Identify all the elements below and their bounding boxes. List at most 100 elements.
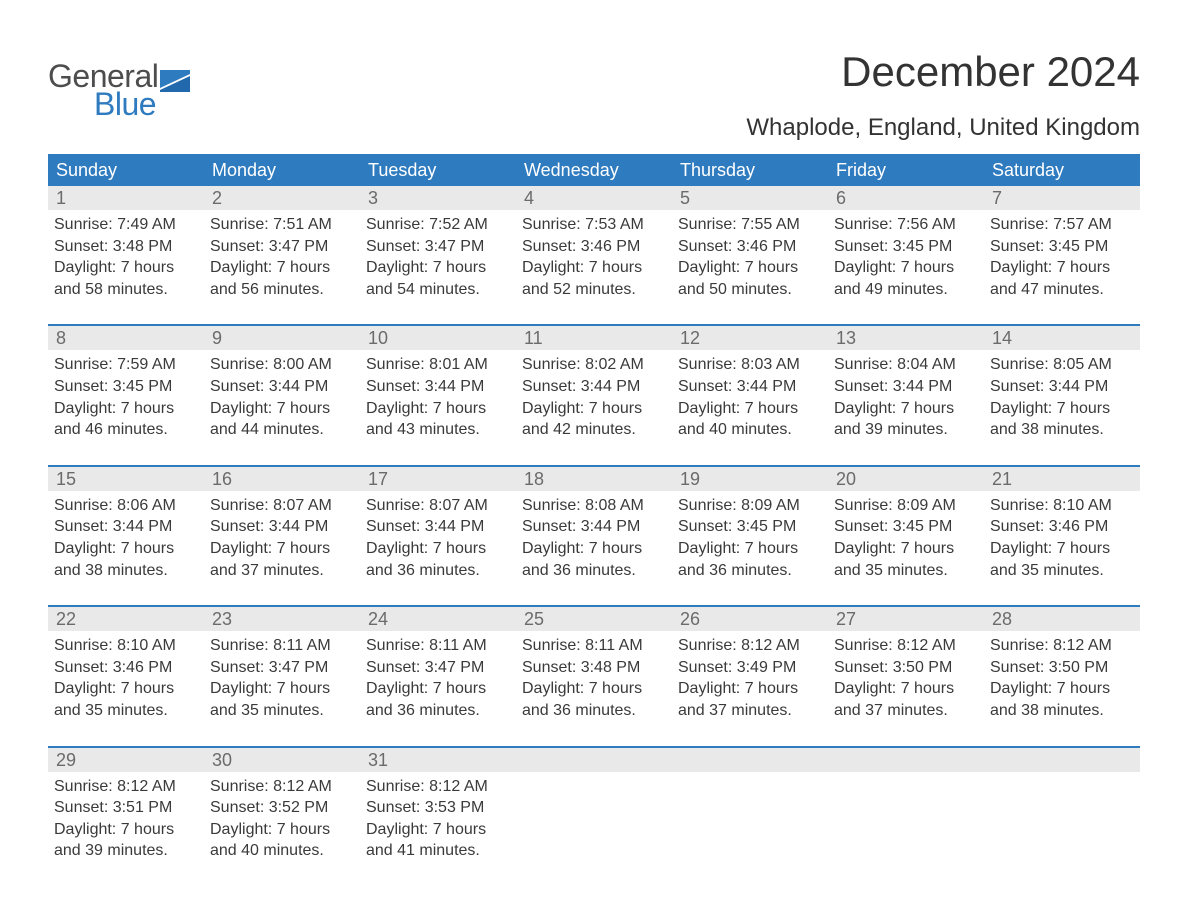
- calendar-day: .: [672, 748, 828, 868]
- dow-thursday: Thursday: [672, 154, 828, 186]
- day-details: Sunrise: 8:12 AMSunset: 3:51 PMDaylight:…: [54, 772, 198, 862]
- sunset-line: Sunset: 3:44 PM: [522, 516, 666, 538]
- sunrise-line: Sunrise: 7:59 AM: [54, 354, 198, 376]
- calendar-day: 10Sunrise: 8:01 AMSunset: 3:44 PMDayligh…: [360, 326, 516, 446]
- sunrise-line: Sunrise: 8:10 AM: [54, 635, 198, 657]
- day-number: 28: [984, 607, 1140, 631]
- calendar-day: 3Sunrise: 7:52 AMSunset: 3:47 PMDaylight…: [360, 186, 516, 306]
- daylight-line-2: and 46 minutes.: [54, 419, 198, 441]
- sunrise-line: Sunrise: 8:07 AM: [210, 495, 354, 517]
- day-details: Sunrise: 8:05 AMSunset: 3:44 PMDaylight:…: [990, 350, 1134, 440]
- daylight-line-1: Daylight: 7 hours: [522, 678, 666, 700]
- sunset-line: Sunset: 3:50 PM: [990, 657, 1134, 679]
- flag-icon: [160, 70, 190, 92]
- daylight-line-1: Daylight: 7 hours: [54, 398, 198, 420]
- daylight-line-2: and 35 minutes.: [210, 700, 354, 722]
- daylight-line-2: and 36 minutes.: [522, 700, 666, 722]
- logo-text-blue: Blue: [94, 88, 190, 120]
- sunset-line: Sunset: 3:47 PM: [210, 236, 354, 258]
- dow-friday: Friday: [828, 154, 984, 186]
- sunset-line: Sunset: 3:49 PM: [678, 657, 822, 679]
- day-details: Sunrise: 8:03 AMSunset: 3:44 PMDaylight:…: [678, 350, 822, 440]
- day-number: 3: [360, 186, 516, 210]
- daylight-line-1: Daylight: 7 hours: [210, 678, 354, 700]
- calendar-day: 22Sunrise: 8:10 AMSunset: 3:46 PMDayligh…: [48, 607, 204, 727]
- day-number: 15: [48, 467, 204, 491]
- day-details: Sunrise: 8:09 AMSunset: 3:45 PMDaylight:…: [834, 491, 978, 581]
- daylight-line-2: and 37 minutes.: [834, 700, 978, 722]
- daylight-line-1: Daylight: 7 hours: [54, 538, 198, 560]
- daylight-line-1: Daylight: 7 hours: [522, 398, 666, 420]
- calendar-day: 9Sunrise: 8:00 AMSunset: 3:44 PMDaylight…: [204, 326, 360, 446]
- daylight-line-2: and 37 minutes.: [678, 700, 822, 722]
- day-number: 19: [672, 467, 828, 491]
- sunrise-line: Sunrise: 7:57 AM: [990, 214, 1134, 236]
- sunrise-line: Sunrise: 8:11 AM: [522, 635, 666, 657]
- daylight-line-2: and 36 minutes.: [366, 700, 510, 722]
- calendar-week: 1Sunrise: 7:49 AMSunset: 3:48 PMDaylight…: [48, 186, 1140, 306]
- sunrise-line: Sunrise: 7:55 AM: [678, 214, 822, 236]
- calendar-day: 30Sunrise: 8:12 AMSunset: 3:52 PMDayligh…: [204, 748, 360, 868]
- sunset-line: Sunset: 3:44 PM: [522, 376, 666, 398]
- calendar-week: 15Sunrise: 8:06 AMSunset: 3:44 PMDayligh…: [48, 465, 1140, 587]
- month-title: December 2024: [746, 48, 1140, 96]
- daylight-line-2: and 38 minutes.: [990, 700, 1134, 722]
- day-details: Sunrise: 8:12 AMSunset: 3:50 PMDaylight:…: [990, 631, 1134, 721]
- daylight-line-1: Daylight: 7 hours: [834, 257, 978, 279]
- day-details: Sunrise: 7:56 AMSunset: 3:45 PMDaylight:…: [834, 210, 978, 300]
- day-details: Sunrise: 8:00 AMSunset: 3:44 PMDaylight:…: [210, 350, 354, 440]
- sunrise-line: Sunrise: 8:12 AM: [990, 635, 1134, 657]
- daylight-line-2: and 52 minutes.: [522, 279, 666, 301]
- calendar-week: 29Sunrise: 8:12 AMSunset: 3:51 PMDayligh…: [48, 746, 1140, 868]
- day-number: 25: [516, 607, 672, 631]
- sunrise-line: Sunrise: 7:49 AM: [54, 214, 198, 236]
- day-number: 5: [672, 186, 828, 210]
- day-number: 9: [204, 326, 360, 350]
- sunrise-line: Sunrise: 8:10 AM: [990, 495, 1134, 517]
- daylight-line-2: and 54 minutes.: [366, 279, 510, 301]
- daylight-line-2: and 38 minutes.: [990, 419, 1134, 441]
- daylight-line-1: Daylight: 7 hours: [366, 538, 510, 560]
- sunset-line: Sunset: 3:48 PM: [54, 236, 198, 258]
- day-details: Sunrise: 8:11 AMSunset: 3:47 PMDaylight:…: [210, 631, 354, 721]
- day-number: 6: [828, 186, 984, 210]
- day-details: Sunrise: 7:51 AMSunset: 3:47 PMDaylight:…: [210, 210, 354, 300]
- daylight-line-2: and 49 minutes.: [834, 279, 978, 301]
- daylight-line-1: Daylight: 7 hours: [990, 398, 1134, 420]
- daylight-line-2: and 36 minutes.: [678, 560, 822, 582]
- sunrise-line: Sunrise: 8:12 AM: [366, 776, 510, 798]
- calendar-week: 8Sunrise: 7:59 AMSunset: 3:45 PMDaylight…: [48, 324, 1140, 446]
- calendar-day: .: [828, 748, 984, 868]
- day-number: 24: [360, 607, 516, 631]
- day-number: 18: [516, 467, 672, 491]
- dow-wednesday: Wednesday: [516, 154, 672, 186]
- calendar-day: 27Sunrise: 8:12 AMSunset: 3:50 PMDayligh…: [828, 607, 984, 727]
- sunset-line: Sunset: 3:47 PM: [366, 236, 510, 258]
- day-details: Sunrise: 8:11 AMSunset: 3:48 PMDaylight:…: [522, 631, 666, 721]
- sunset-line: Sunset: 3:50 PM: [834, 657, 978, 679]
- page: General Blue December 2024 Whaplode, Eng…: [0, 0, 1188, 908]
- daylight-line-1: Daylight: 7 hours: [210, 819, 354, 841]
- sunrise-line: Sunrise: 8:09 AM: [834, 495, 978, 517]
- calendar-day: 1Sunrise: 7:49 AMSunset: 3:48 PMDaylight…: [48, 186, 204, 306]
- calendar-day: .: [984, 748, 1140, 868]
- sunrise-line: Sunrise: 8:12 AM: [834, 635, 978, 657]
- sunrise-line: Sunrise: 8:11 AM: [210, 635, 354, 657]
- daylight-line-1: Daylight: 7 hours: [366, 257, 510, 279]
- daylight-line-1: Daylight: 7 hours: [522, 257, 666, 279]
- sunset-line: Sunset: 3:44 PM: [366, 516, 510, 538]
- sunset-line: Sunset: 3:44 PM: [210, 376, 354, 398]
- daylight-line-2: and 44 minutes.: [210, 419, 354, 441]
- dow-monday: Monday: [204, 154, 360, 186]
- sunset-line: Sunset: 3:48 PM: [522, 657, 666, 679]
- sunset-line: Sunset: 3:45 PM: [834, 236, 978, 258]
- daylight-line-2: and 40 minutes.: [210, 840, 354, 862]
- daylight-line-2: and 36 minutes.: [366, 560, 510, 582]
- day-number: 27: [828, 607, 984, 631]
- day-details: Sunrise: 7:57 AMSunset: 3:45 PMDaylight:…: [990, 210, 1134, 300]
- sunset-line: Sunset: 3:47 PM: [210, 657, 354, 679]
- daylight-line-2: and 39 minutes.: [54, 840, 198, 862]
- calendar-day: .: [516, 748, 672, 868]
- calendar-day: 5Sunrise: 7:55 AMSunset: 3:46 PMDaylight…: [672, 186, 828, 306]
- sunrise-line: Sunrise: 8:06 AM: [54, 495, 198, 517]
